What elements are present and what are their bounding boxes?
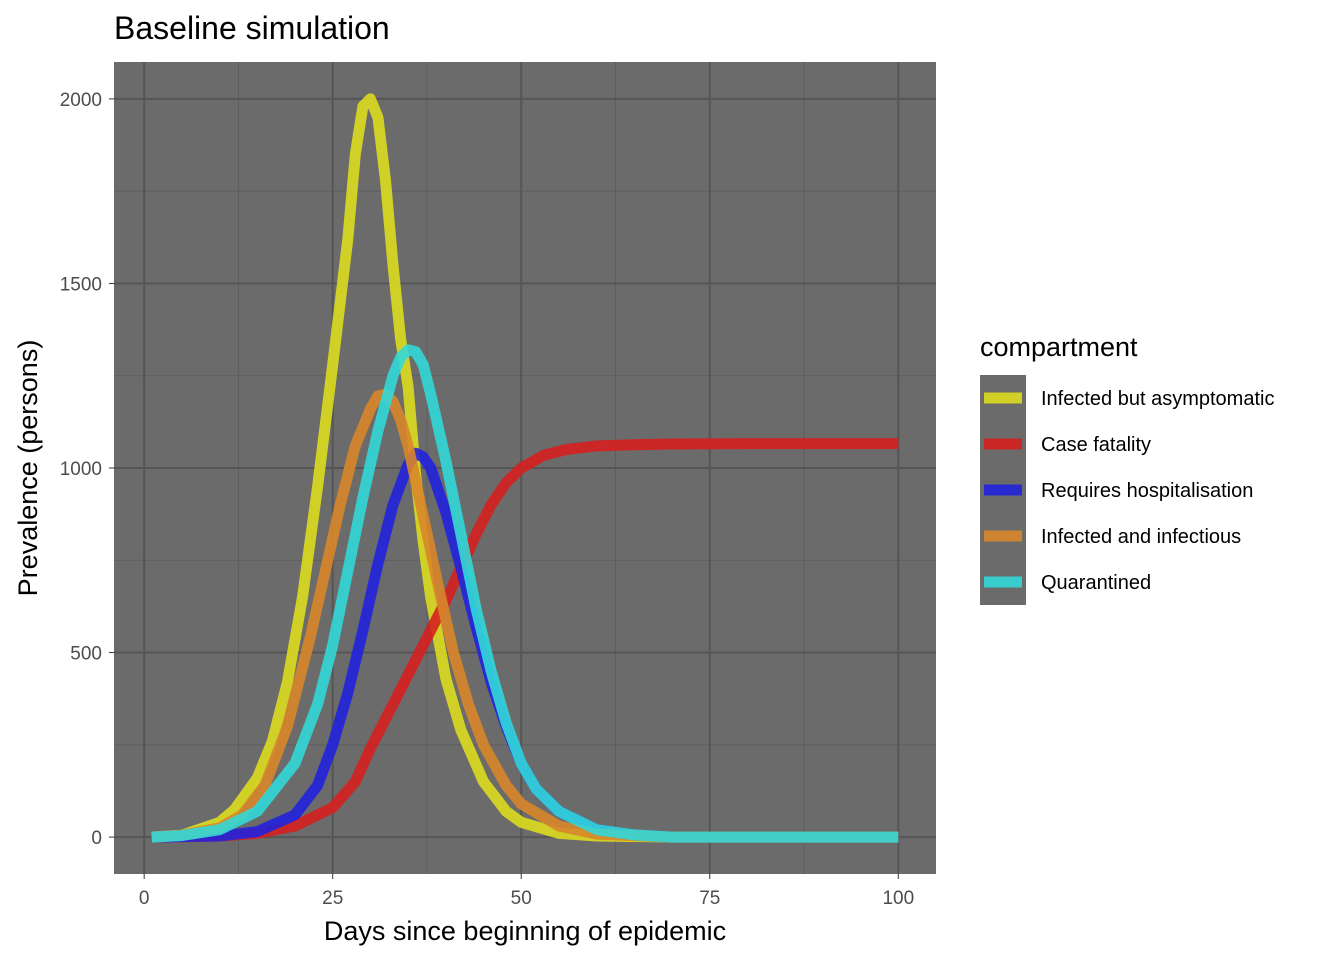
series-line-1 — [151, 93, 899, 843]
y-tick-label: 500 — [70, 644, 102, 665]
y-axis: 0 500 1000 1500 2000 — [60, 90, 114, 849]
series-line-4 — [151, 388, 899, 843]
chart-title: Baseline simulation — [114, 10, 390, 46]
legend: compartment Infected but asymptomatic Cas… — [980, 332, 1274, 605]
legend-label: Requires hospitalisation — [1041, 480, 1253, 502]
legend-label: Infected but asymptomatic — [1041, 388, 1274, 410]
x-tick-label: 100 — [882, 888, 914, 909]
y-tick-label: 2000 — [60, 90, 102, 111]
x-tick-label: 50 — [511, 888, 532, 909]
x-axis-title: Days since beginning of epidemic — [324, 916, 726, 946]
x-tick-label: 25 — [322, 888, 343, 909]
legend-label: Quarantined — [1041, 572, 1151, 594]
y-tick-label: 0 — [91, 828, 102, 849]
y-tick-label: 1500 — [60, 274, 102, 295]
y-tick-label: 1000 — [60, 459, 102, 480]
legend-title: compartment — [980, 332, 1138, 362]
x-axis: 0 25 50 75 100 — [139, 874, 914, 909]
legend-label: Infected and infectious — [1041, 526, 1241, 548]
y-axis-title: Prevalence (persons) — [13, 340, 43, 597]
legend-items: Infected but asymptomatic Case fatality Re… — [980, 375, 1274, 605]
x-tick-label: 0 — [139, 888, 150, 909]
x-tick-label: 75 — [699, 888, 720, 909]
series-line-5 — [151, 344, 899, 843]
series-lines — [151, 93, 899, 843]
legend-label: Case fatality — [1041, 434, 1151, 456]
